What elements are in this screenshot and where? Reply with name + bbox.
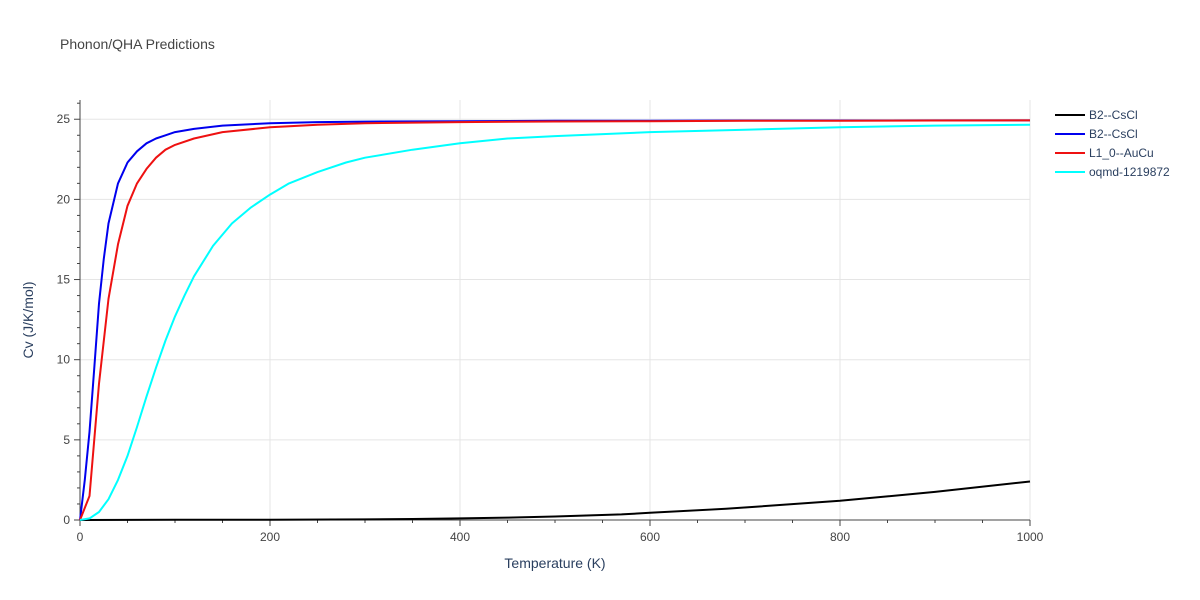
series-line-3 — [79, 119, 1031, 521]
x-axis-title: Temperature (K) — [504, 555, 605, 571]
legend-item[interactable]: B2--CsCl — [1055, 127, 1138, 141]
legend-item[interactable]: L1_0--AuCu — [1055, 146, 1154, 160]
legend-label: L1_0--AuCu — [1089, 146, 1154, 160]
legend-label: B2--CsCl — [1089, 127, 1138, 141]
x-tick-label: 800 — [830, 530, 850, 544]
legend[interactable]: B2--CsCl B2--CsCl L1_0--AuCu oqmd-1219872 — [1055, 108, 1170, 179]
y-tick-label: 25 — [57, 112, 71, 126]
x-tick-label: 0 — [77, 530, 84, 544]
x-tick-label: 400 — [450, 530, 470, 544]
legend-item[interactable]: B2--CsCl — [1055, 108, 1138, 122]
x-tick-label: 200 — [260, 530, 280, 544]
y-tick-label: 10 — [57, 353, 71, 367]
axes: 0 200 400 600 800 1000 0 5 10 15 20 25 — [57, 100, 1044, 544]
grid-lines — [80, 100, 1031, 520]
y-axis-title: Cv (J/K/mol) — [20, 282, 36, 359]
y-tick-label: 20 — [57, 192, 71, 206]
y-tick-label: 15 — [57, 273, 71, 287]
legend-label: B2--CsCl — [1089, 108, 1138, 122]
legend-label: oqmd-1219872 — [1089, 165, 1170, 179]
legend-item[interactable]: oqmd-1219872 — [1055, 165, 1170, 179]
series-lines — [79, 119, 1031, 521]
y-tick-label: 0 — [63, 513, 70, 527]
y-tick-label: 5 — [63, 433, 70, 447]
x-tick-label: 600 — [640, 530, 660, 544]
x-tick-label: 1000 — [1017, 530, 1044, 544]
series-line-1 — [79, 480, 1031, 521]
chart-title: Phonon/QHA Predictions — [60, 36, 215, 52]
series-line-2 — [79, 119, 1030, 521]
series-line-4 — [79, 123, 1031, 521]
